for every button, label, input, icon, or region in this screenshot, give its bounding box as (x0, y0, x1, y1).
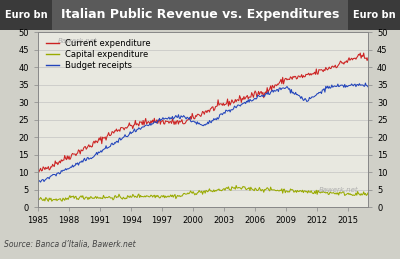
Capital expenditure (206, 189, 211, 192)
Text: Bawerk.net: Bawerk.net (58, 38, 98, 44)
Current expenditure (48, 168, 52, 171)
Budget receipts (47, 177, 52, 180)
Capital expenditure (234, 184, 238, 187)
Budget receipts (364, 84, 369, 87)
Budget receipts (36, 182, 40, 185)
Capital expenditure (36, 199, 40, 202)
Current expenditure (36, 170, 40, 173)
Capital expenditure (365, 193, 370, 196)
Text: Italian Public Revenue vs. Expenditures: Italian Public Revenue vs. Expenditures (61, 8, 339, 21)
Current expenditure (272, 87, 276, 90)
Capital expenditure (46, 200, 51, 203)
Text: Source: Banca d’Italia, Bawerk.net: Source: Banca d’Italia, Bawerk.net (4, 240, 136, 249)
Capital expenditure (366, 191, 370, 195)
Line: Current expenditure: Current expenditure (38, 53, 368, 172)
Budget receipts (205, 120, 210, 124)
Text: Euro bn: Euro bn (5, 10, 47, 20)
Line: Capital expenditure: Capital expenditure (38, 185, 368, 201)
Text: Euro bn: Euro bn (353, 10, 395, 20)
Legend: Current expenditure, Capital expenditure, Budget receipts: Current expenditure, Capital expenditure… (46, 38, 152, 71)
Current expenditure (361, 52, 366, 55)
Current expenditure (365, 59, 370, 62)
Text: Bawerk.net: Bawerk.net (318, 187, 358, 193)
Line: Budget receipts: Budget receipts (38, 83, 368, 183)
Capital expenditure (48, 198, 52, 201)
Capital expenditure (58, 197, 63, 200)
Budget receipts (366, 85, 370, 88)
Current expenditure (321, 70, 326, 73)
Budget receipts (363, 82, 368, 85)
Budget receipts (271, 91, 276, 94)
Capital expenditure (322, 191, 326, 194)
Budget receipts (57, 172, 62, 175)
Current expenditure (366, 56, 370, 59)
Current expenditure (58, 161, 63, 164)
Current expenditure (36, 170, 41, 174)
Budget receipts (320, 88, 325, 91)
Capital expenditure (272, 189, 277, 192)
Current expenditure (206, 109, 211, 112)
